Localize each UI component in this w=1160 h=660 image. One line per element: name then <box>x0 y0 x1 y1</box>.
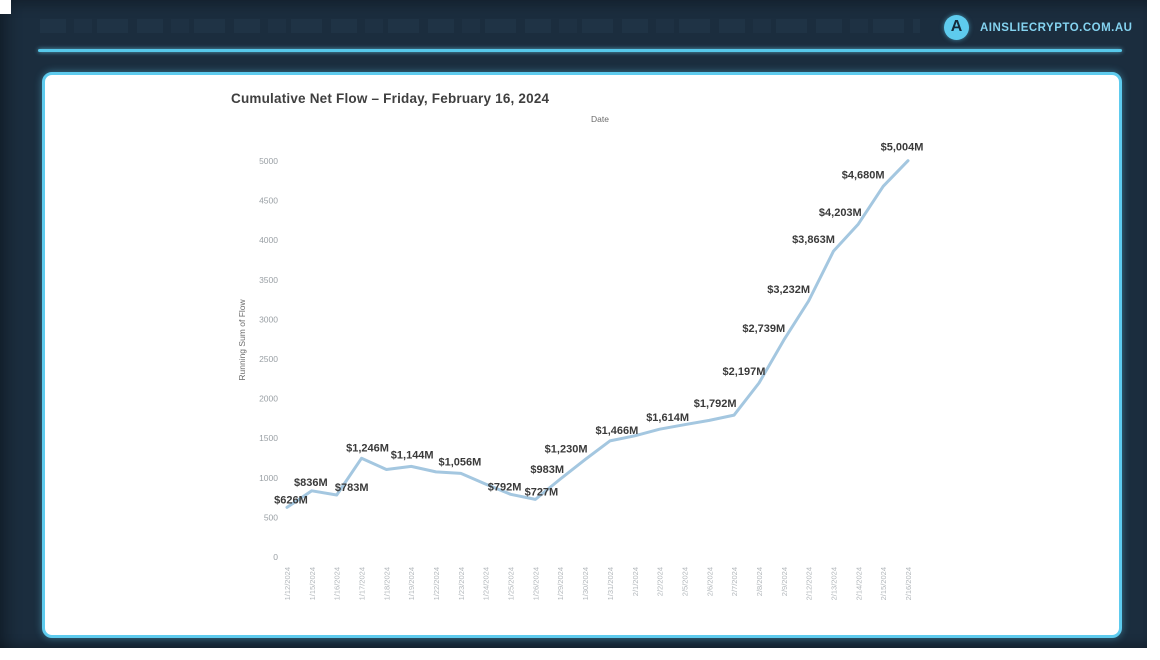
x-axis-tick-label: 1/29/2024 <box>556 567 565 600</box>
x-axis-tick-label: 2/5/2024 <box>680 567 689 596</box>
y-axis-tick-label: 1500 <box>259 433 278 443</box>
app-panel: A AINSLIECRYPTO.COM.AU Cumulative Net Fl… <box>0 0 1147 648</box>
data-point-label: $783M <box>335 482 369 494</box>
chart-title: Cumulative Net Flow – Friday, February 1… <box>231 91 550 106</box>
x-axis-tick-label: 1/15/2024 <box>308 567 317 600</box>
header-watermark-text <box>40 19 920 33</box>
x-axis-tick-label: 2/8/2024 <box>755 567 764 596</box>
x-axis-tick-label: 2/16/2024 <box>904 567 913 600</box>
x-axis-tick-label: 2/7/2024 <box>730 567 739 596</box>
x-axis-tick-label: 2/15/2024 <box>879 567 888 600</box>
y-axis-tick-label: 4500 <box>259 196 278 206</box>
x-axis-tick-label: 1/24/2024 <box>482 567 491 600</box>
x-axis-tick-label: 2/2/2024 <box>656 567 665 596</box>
data-point-label: $1,792M <box>694 398 737 410</box>
x-axis-tick-label: 2/6/2024 <box>705 567 714 596</box>
x-axis-tick-label: 2/9/2024 <box>780 567 789 596</box>
x-axis-tick-label: 1/18/2024 <box>382 567 391 600</box>
brand-domain-text: AINSLIECRYPTO.COM.AU <box>980 21 1133 34</box>
cumulative-net-flow-chart: Date Running Sum of Flow 0 500 1000 1500 2000 2… <box>237 114 924 600</box>
y-axis-tick-label: 0 <box>273 552 278 562</box>
data-point-label: $1,056M <box>438 456 481 468</box>
data-point-label: $2,739M <box>742 323 785 335</box>
brand[interactable]: A AINSLIECRYPTO.COM.AU <box>944 15 1132 40</box>
data-point-label: $2,197M <box>723 366 766 378</box>
y-axis-tick-label: 2000 <box>259 394 278 404</box>
x-axis-tick-label: 2/13/2024 <box>829 567 838 600</box>
y-axis-tick-label: 3500 <box>259 275 278 285</box>
corner-notch <box>0 0 11 14</box>
data-point-label: $4,680M <box>842 169 885 181</box>
x-axis-tick-label: 1/25/2024 <box>507 567 516 600</box>
y-axis-tick-label: 4000 <box>259 235 278 245</box>
x-axis-tick-label: 1/17/2024 <box>358 567 367 600</box>
data-point-label: $1,144M <box>391 449 434 461</box>
brand-logo-letter: A <box>950 17 963 35</box>
data-point-label: $5,004M <box>881 142 924 154</box>
x-axis-title: Date <box>591 114 609 124</box>
header-accent-divider <box>38 49 1122 52</box>
y-axis-tick-label: 1000 <box>259 473 278 483</box>
brand-logo-icon[interactable]: A <box>944 15 969 40</box>
x-axis-tick-label: 1/26/2024 <box>531 567 540 600</box>
x-axis-tick-label: 1/12/2024 <box>283 567 292 600</box>
data-point-label: $1,246M <box>346 442 389 454</box>
app-header: A AINSLIECRYPTO.COM.AU <box>0 0 1147 53</box>
x-axis-tick-label: 2/1/2024 <box>631 567 640 596</box>
data-point-label: $626M <box>274 494 308 506</box>
data-point-label: $983M <box>530 464 564 476</box>
x-axis-tick-label: 1/16/2024 <box>333 567 342 600</box>
data-point-label: $727M <box>525 486 559 498</box>
data-point-label: $1,614M <box>646 412 689 424</box>
data-point-label: $1,466M <box>596 425 639 437</box>
y-axis-tick-label: 3000 <box>259 314 278 324</box>
y-axis-tick-label: 500 <box>264 512 278 522</box>
x-axis-tick-label: 2/12/2024 <box>805 567 814 600</box>
y-axis-title: Running Sum of Flow <box>237 299 247 381</box>
x-axis-tick-label: 1/23/2024 <box>457 567 466 600</box>
flow-line <box>285 159 910 509</box>
data-point-label: $836M <box>294 477 328 489</box>
data-point-label: $792M <box>488 481 522 493</box>
data-point-label: $3,232M <box>767 284 810 296</box>
x-axis-tick-label: 1/22/2024 <box>432 567 441 600</box>
chart-card: Cumulative Net Flow – Friday, February 1… <box>42 72 1122 638</box>
x-axis-tick-label: 1/31/2024 <box>606 567 615 600</box>
data-point-label: $3,863M <box>792 234 835 246</box>
x-axis-tick-label: 2/14/2024 <box>854 567 863 600</box>
y-axis-tick-label: 2500 <box>259 354 278 364</box>
data-point-label: $1,230M <box>545 444 588 456</box>
x-axis-tick-label: 1/19/2024 <box>407 567 416 600</box>
y-axis-tick-label: 5000 <box>259 156 278 166</box>
data-point-label: $4,203M <box>819 207 862 219</box>
x-axis-tick-label: 1/30/2024 <box>581 567 590 600</box>
